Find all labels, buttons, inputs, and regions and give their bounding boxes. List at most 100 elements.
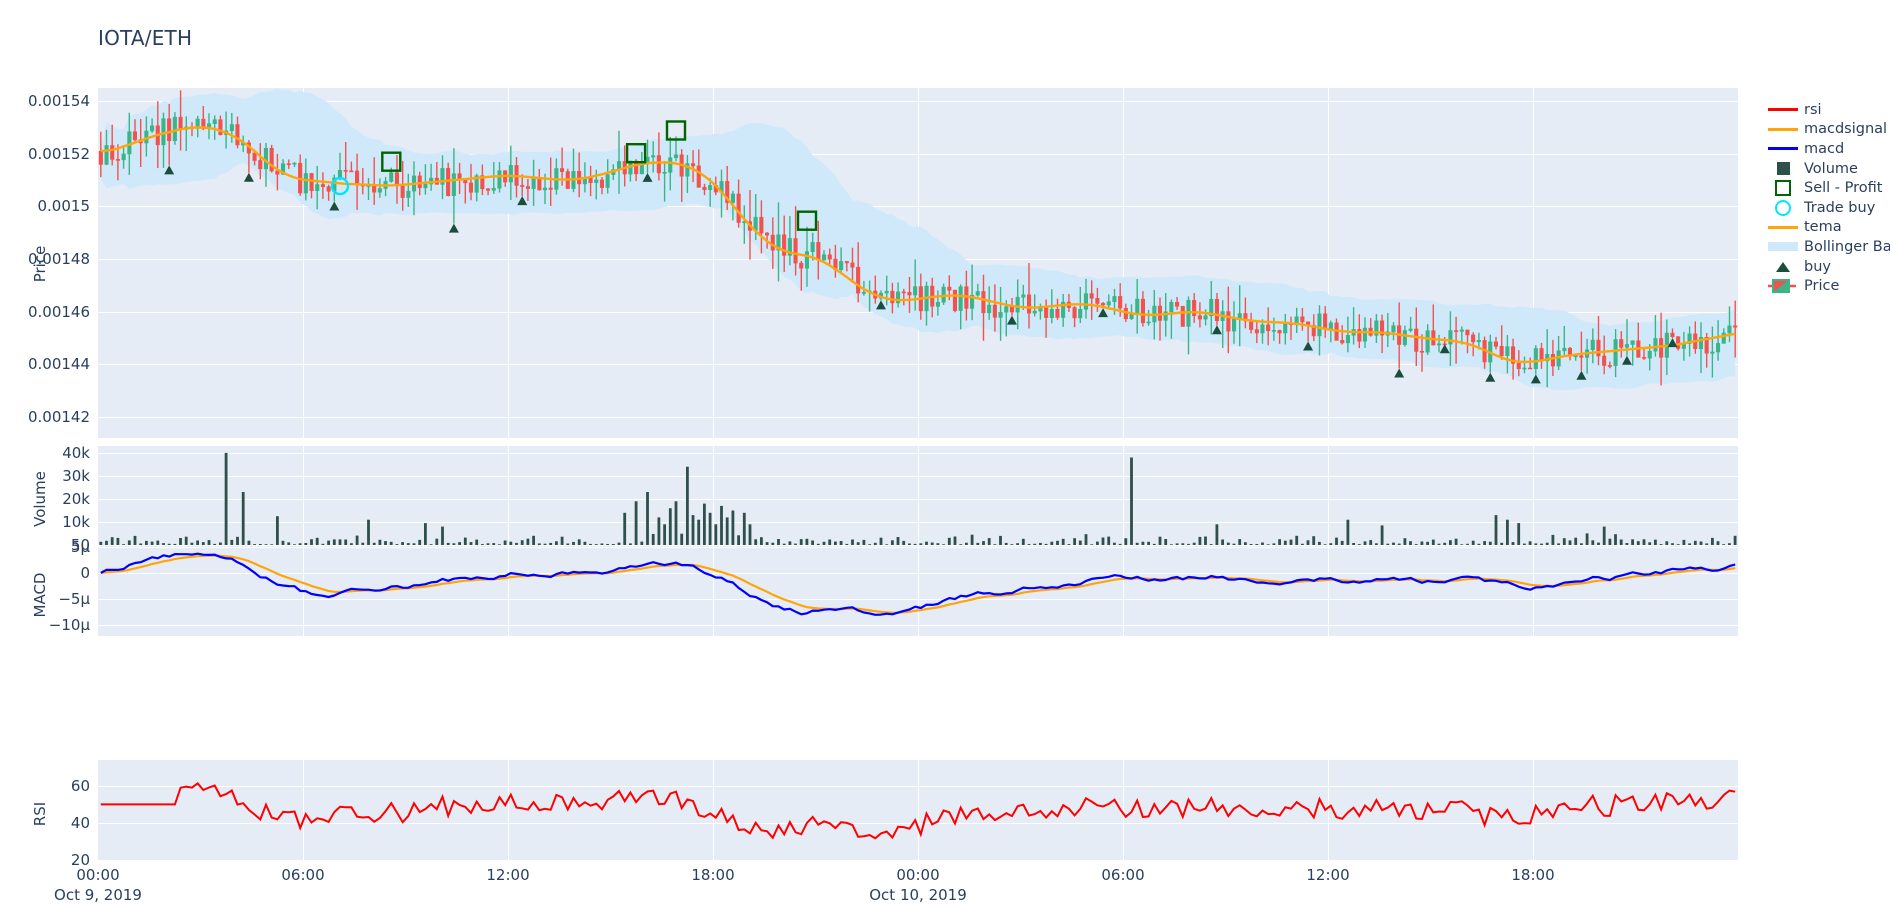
y-tick-volume: 40k (62, 443, 90, 462)
gridline-vertical (1328, 760, 1329, 860)
gridline-vertical (1328, 546, 1329, 636)
rsi-line (100, 782, 1736, 840)
legend-item-macd[interactable]: macd (1762, 139, 1890, 159)
legend-item-label: Trade buy (1804, 199, 1876, 216)
x-tick-label: 06:00 (281, 866, 325, 884)
gridline-vertical (508, 446, 509, 545)
gridline-vertical (713, 88, 714, 438)
gridline-horizontal (98, 573, 1738, 574)
legend-item-label: macd (1804, 140, 1845, 157)
y-tick-price: 0.00154 (27, 92, 90, 111)
x-tick-label: 06:00 (1101, 866, 1145, 884)
legend-symbol-circle-open (1762, 198, 1804, 218)
legend-candlestick-swatch (1768, 279, 1796, 294)
legend-symbol-line (1762, 100, 1804, 120)
macdsignal-line (100, 554, 1736, 614)
legend-symbol-band (1762, 237, 1804, 257)
legend-item-macdsignal[interactable]: macdsignal (1762, 120, 1890, 140)
macd-line (100, 552, 1736, 616)
price-panel (98, 88, 1738, 438)
gridline-horizontal (98, 547, 1738, 548)
gridline-vertical (1123, 446, 1124, 545)
gridline-vertical (918, 760, 919, 860)
y-tick-price: 0.0015 (37, 197, 91, 216)
gridline-horizontal (98, 599, 1738, 600)
gridline-vertical (508, 88, 509, 438)
legend-item-tema[interactable]: tema (1762, 218, 1890, 238)
gridline-vertical (303, 446, 304, 545)
x-tick-label: 12:00 (486, 866, 530, 884)
legend-symbol-line (1762, 139, 1804, 159)
gridline-vertical (1533, 546, 1534, 636)
gridline-vertical (303, 760, 304, 860)
gridline-horizontal (98, 154, 1738, 155)
y-tick-price: 0.00152 (27, 144, 90, 163)
legend-item-label: Bollinger Band (1804, 238, 1890, 255)
gridline-vertical (1328, 88, 1329, 438)
gridline-vertical (713, 760, 714, 860)
trade-buy-markers (330, 176, 350, 196)
legend-item-label: Sell - Profit (1804, 180, 1883, 197)
legend-square-swatch (1776, 162, 1790, 176)
gridline-vertical (303, 88, 304, 438)
y-tick-macd: 5µ (70, 538, 90, 557)
y-tick-price: 0.00146 (27, 302, 90, 321)
legend-circle-open-swatch (1775, 199, 1791, 216)
gridline-horizontal (98, 206, 1738, 207)
gridline-vertical (1533, 88, 1534, 438)
y-tick-volume: 30k (62, 466, 90, 485)
x-tick-label: 12:00 (1306, 866, 1350, 884)
legend-symbol-triangle-up (1762, 257, 1804, 277)
legend-item-sell-profit[interactable]: Sell - Profit (1762, 178, 1890, 198)
legend-item-label: Price (1804, 278, 1840, 295)
gridline-horizontal (98, 522, 1738, 523)
gridline-vertical (713, 446, 714, 545)
x-tick-label: 00:00 (896, 866, 940, 884)
legend-item-label: buy (1804, 258, 1831, 275)
legend-item-label: tema (1804, 219, 1842, 236)
gridline-vertical (508, 760, 509, 860)
tema-line (100, 126, 1736, 364)
legend-triangle-swatch (1776, 261, 1790, 272)
page-title: IOTA/ETH (98, 26, 193, 50)
legend-symbol-candlestick (1762, 276, 1804, 296)
y-tick-volume: 20k (62, 489, 90, 508)
legend-line-swatch (1768, 225, 1798, 229)
gridline-horizontal (98, 786, 1738, 787)
y-tick-price: 0.00148 (27, 250, 90, 269)
y-tick-volume: 10k (62, 512, 90, 531)
legend-item-price[interactable]: Price (1762, 276, 1890, 296)
rsi-panel (98, 760, 1738, 860)
legend-line-swatch (1768, 147, 1798, 151)
legend-symbol-line (1762, 218, 1804, 238)
legend-square-open-swatch (1775, 180, 1791, 197)
y-tick-rsi: 60 (70, 776, 90, 795)
legend-line-swatch (1768, 127, 1798, 131)
gridline-vertical (1533, 446, 1534, 545)
x-tick-label: 18:00 (691, 866, 735, 884)
legend-item-label: Volume (1804, 160, 1858, 177)
gridline-vertical (1123, 88, 1124, 438)
chart-legend[interactable]: rsi macdsignal macd Volume Sell - Profit Trad… (1762, 100, 1890, 296)
legend-item-buy[interactable]: buy (1762, 257, 1890, 277)
gridline-horizontal (98, 476, 1738, 477)
x-tick-label: 18:00 (1511, 866, 1555, 884)
volume-panel (98, 446, 1738, 545)
sell-profit-markers (381, 120, 818, 231)
gridline-horizontal (98, 101, 1738, 102)
legend-symbol-square-open (1762, 178, 1804, 198)
legend-item-volume[interactable]: Volume (1762, 159, 1890, 179)
legend-item-trade-buy[interactable]: Trade buy (1762, 198, 1890, 218)
gridline-horizontal (98, 453, 1738, 454)
y-tick-price: 0.00142 (27, 407, 90, 426)
legend-symbol-line (1762, 120, 1804, 140)
legend-item-label: macdsignal (1804, 121, 1888, 138)
legend-item-bollinger-band[interactable]: Bollinger Band (1762, 237, 1890, 257)
y-tick-price: 0.00144 (27, 355, 90, 374)
legend-item-rsi[interactable]: rsi (1762, 100, 1890, 120)
volume-bars (99, 452, 1737, 545)
y-tick-rsi: 20 (70, 851, 90, 869)
gridline-horizontal (98, 499, 1738, 500)
legend-band-swatch (1768, 242, 1798, 252)
